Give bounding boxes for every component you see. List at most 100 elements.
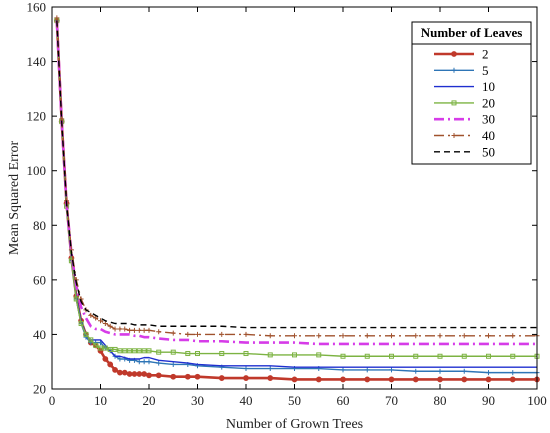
data-point-5 bbox=[461, 368, 467, 374]
series-line-30 bbox=[55, 20, 537, 346]
data-point-40 bbox=[267, 333, 273, 339]
data-point-2 bbox=[136, 371, 143, 377]
data-point-5 bbox=[136, 359, 142, 365]
legend-label: 30 bbox=[482, 112, 495, 127]
data-point-20 bbox=[340, 353, 346, 359]
series-50 bbox=[56, 20, 537, 329]
data-point-40 bbox=[146, 327, 152, 333]
data-point-40 bbox=[93, 315, 99, 321]
y-tick-label: 80 bbox=[33, 218, 46, 233]
data-point-40 bbox=[364, 333, 370, 339]
data-point-20 bbox=[102, 345, 108, 351]
data-point-2 bbox=[102, 356, 109, 362]
data-point-40 bbox=[389, 333, 394, 339]
data-point-40 bbox=[88, 312, 94, 318]
data-point-40 bbox=[54, 15, 60, 21]
data-point-40 bbox=[98, 318, 103, 324]
data-point-20 bbox=[219, 351, 225, 357]
data-point-2 bbox=[461, 376, 468, 383]
data-point-40 bbox=[243, 331, 249, 337]
x-axis-label: Number of Grown Trees bbox=[226, 417, 363, 432]
data-point-20 bbox=[486, 353, 491, 359]
data-point-2 bbox=[509, 376, 516, 383]
series-30 bbox=[55, 20, 537, 346]
data-point-2 bbox=[388, 376, 395, 383]
data-point-2 bbox=[107, 361, 114, 368]
data-point-2 bbox=[194, 373, 201, 380]
data-point-40 bbox=[185, 331, 191, 337]
data-point-40 bbox=[486, 333, 491, 339]
data-point-20 bbox=[83, 331, 89, 337]
data-point-20 bbox=[78, 321, 84, 327]
x-tick-label: 90 bbox=[482, 393, 495, 408]
data-point-2 bbox=[131, 371, 138, 377]
data-point-40 bbox=[122, 326, 128, 332]
data-point-2 bbox=[364, 376, 371, 383]
data-point-5 bbox=[340, 367, 346, 373]
x-tick-label: 0 bbox=[49, 393, 56, 408]
x-tick-label: 40 bbox=[240, 393, 253, 408]
data-point-2 bbox=[412, 376, 419, 383]
x-tick-label: 10 bbox=[94, 393, 107, 408]
data-point-2 bbox=[170, 373, 177, 380]
legend-marker bbox=[451, 67, 457, 73]
data-point-5 bbox=[243, 366, 249, 372]
data-point-40 bbox=[195, 331, 200, 337]
data-point-40 bbox=[340, 333, 346, 339]
data-point-5 bbox=[364, 367, 370, 373]
data-point-5 bbox=[486, 370, 491, 376]
data-point-2 bbox=[155, 372, 162, 379]
y-axis-label: Mean Squared Error bbox=[7, 141, 22, 256]
data-point-20 bbox=[413, 353, 419, 359]
y-tick-label: 100 bbox=[27, 163, 47, 178]
data-point-5 bbox=[267, 366, 273, 372]
data-point-20 bbox=[170, 349, 176, 355]
data-point-2 bbox=[315, 376, 322, 383]
data-point-40 bbox=[127, 327, 133, 333]
data-point-20 bbox=[364, 353, 370, 359]
x-tick-label: 100 bbox=[527, 393, 547, 408]
y-tick-label: 120 bbox=[27, 109, 47, 124]
legend-title: Number of Leaves bbox=[421, 25, 523, 40]
data-point-20 bbox=[107, 346, 113, 352]
data-point-2 bbox=[126, 371, 133, 377]
data-point-2 bbox=[117, 369, 123, 376]
data-point-20 bbox=[146, 348, 152, 354]
data-point-20 bbox=[98, 345, 103, 351]
data-point-20 bbox=[185, 351, 191, 357]
legend-entry-5: 5 bbox=[434, 63, 489, 78]
legend-entry-2: 2 bbox=[434, 47, 489, 62]
x-tick-label: 50 bbox=[288, 393, 301, 408]
series-line-50 bbox=[56, 20, 537, 329]
data-point-2 bbox=[485, 376, 492, 383]
legend-label: 10 bbox=[482, 79, 495, 94]
data-point-20 bbox=[127, 348, 133, 354]
legend-label: 40 bbox=[482, 128, 495, 143]
data-point-5 bbox=[510, 370, 516, 376]
x-tick-label: 30 bbox=[191, 393, 204, 408]
data-point-5 bbox=[146, 359, 152, 365]
data-point-2 bbox=[146, 372, 152, 379]
data-point-5 bbox=[389, 367, 394, 373]
data-point-20 bbox=[73, 296, 79, 302]
data-point-40 bbox=[107, 323, 113, 329]
data-point-2 bbox=[243, 375, 249, 381]
data-point-2 bbox=[291, 376, 298, 383]
data-point-40 bbox=[141, 327, 147, 333]
data-point-20 bbox=[267, 352, 273, 358]
x-tick-label: 80 bbox=[434, 393, 447, 408]
data-point-40 bbox=[510, 333, 516, 339]
y-tick-label: 20 bbox=[33, 382, 46, 397]
data-point-40 bbox=[413, 333, 419, 339]
x-tick-label: 20 bbox=[143, 393, 156, 408]
data-point-2 bbox=[340, 376, 346, 383]
y-tick-label: 140 bbox=[27, 54, 47, 69]
data-point-20 bbox=[156, 349, 162, 355]
data-point-2 bbox=[437, 376, 443, 383]
data-point-20 bbox=[243, 351, 249, 357]
y-tick-label: 160 bbox=[27, 0, 47, 15]
legend-entry-50: 50 bbox=[434, 144, 495, 159]
data-point-40 bbox=[170, 330, 176, 336]
data-point-20 bbox=[141, 348, 147, 354]
data-point-5 bbox=[170, 361, 176, 367]
